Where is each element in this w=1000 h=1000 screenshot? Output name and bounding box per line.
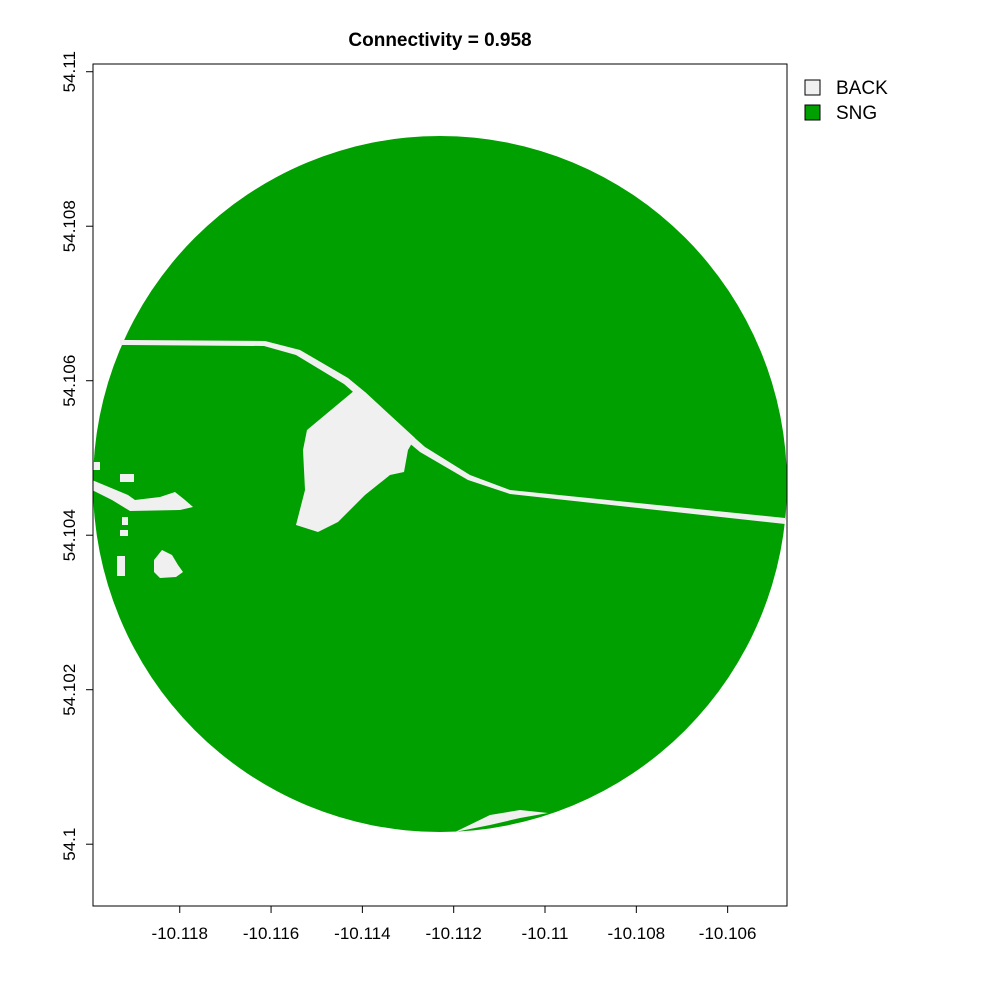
y-tick-label: 54.11 [60,51,79,92]
plot-title: Connectivity = 0.958 [348,30,532,51]
x-tick-label: -10.112 [425,924,481,943]
back-patch-small-3 [122,517,128,525]
raster-layer [92,136,787,832]
back-patch-small-1 [92,462,100,470]
x-tick-label: -10.108 [607,924,665,943]
legend-swatch-sng [804,104,821,121]
y-axis: 54.1 54.102 54.104 54.106 54.108 54.11 [60,51,94,906]
back-patch-south-west [154,550,183,578]
x-tick-label: -10.11 [522,924,569,943]
y-tick-label: 54.106 [60,355,79,407]
y-tick-label: 54.102 [60,664,79,716]
x-tick-label: -10.116 [243,924,299,943]
x-tick-label: -10.114 [334,924,390,943]
y-tick-label: 54.108 [60,200,79,252]
legend: BACK SNG [804,78,888,124]
back-patch-small-5 [117,556,125,576]
legend-label-back: BACK [836,78,888,99]
x-axis: -10.118 -10.116 -10.114 -10.112 -10.11 -10.10… [93,905,787,943]
back-patch-small-2 [120,474,134,482]
y-tick-label: 54.104 [60,509,79,561]
y-tick-label: 54.1 [60,828,79,861]
legend-label-sng: SNG [836,103,877,124]
back-patch-bottom-sliver [455,810,548,832]
back-patch-west-strip [92,480,193,511]
sng-buffer-area [93,136,787,832]
legend-swatch-back [804,79,821,96]
back-patch-main [296,390,415,532]
back-patch-small-4 [120,530,128,536]
x-tick-label: -10.106 [699,924,757,943]
x-tick-label: -10.118 [152,924,208,943]
